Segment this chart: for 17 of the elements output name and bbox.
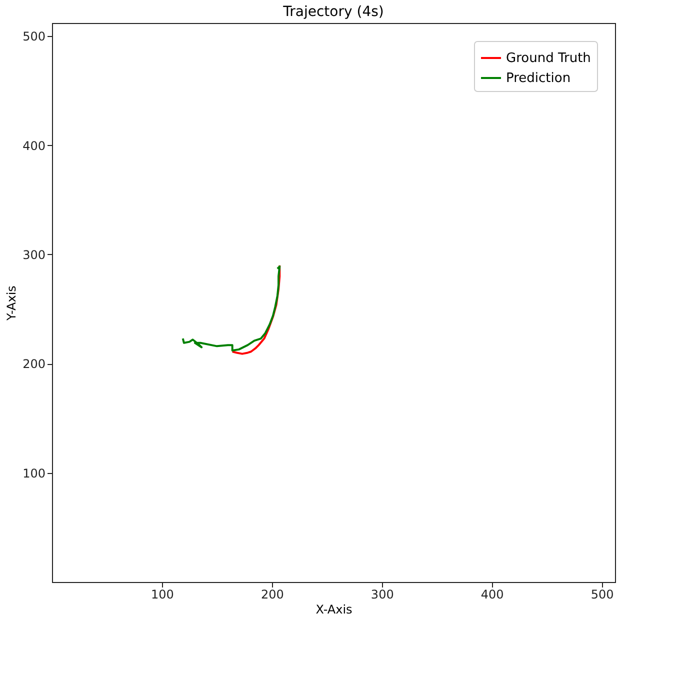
x-tick-label: 100 [151,588,174,602]
legend-label: Ground Truth [506,51,591,66]
x-tick-label: 200 [260,588,284,602]
line-series [231,264,281,355]
y-tick-label: 300 [22,248,46,262]
y-axis-title: Y-Axis [4,286,19,322]
line-series [182,265,281,352]
x-tick-label: 500 [590,588,614,602]
y-tick-label: 100 [22,466,46,480]
legend-label: Prediction [506,71,571,86]
x-tick-label: 300 [370,588,394,602]
x-tick-label: 400 [480,588,504,602]
x-axis-title: X-Axis [316,602,352,616]
y-tick-label: 500 [22,30,46,44]
chart-title: Trajectory (4s) [282,4,384,20]
y-tick-label: 400 [22,138,46,153]
y-tick-label: 200 [22,357,46,372]
